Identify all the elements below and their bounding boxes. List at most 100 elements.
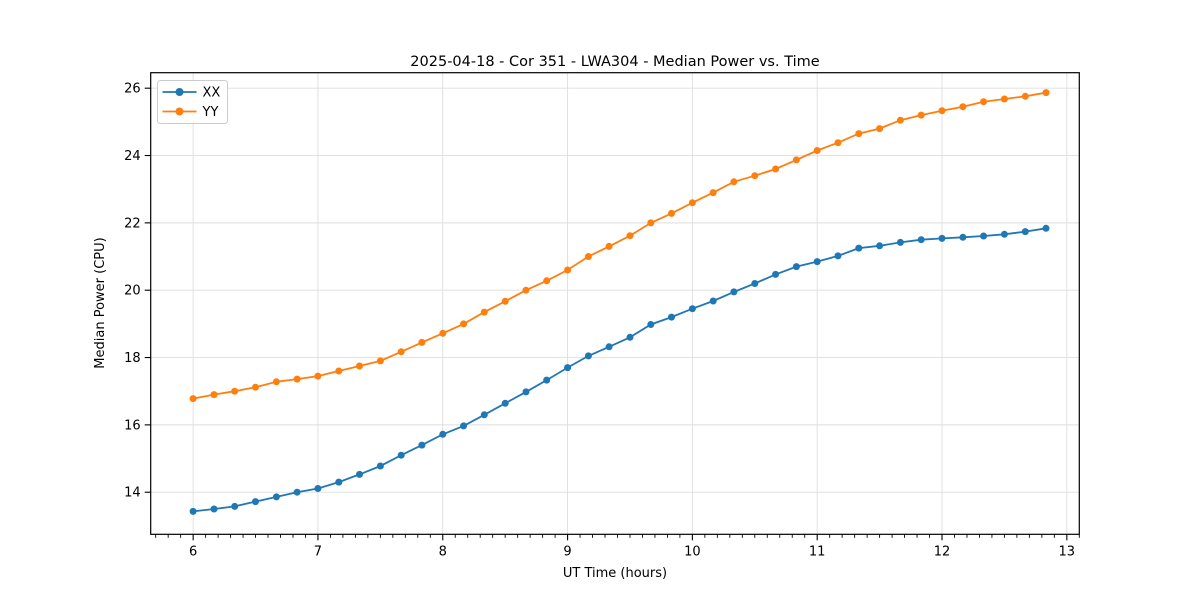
series-line-YY [192,91,1047,400]
data-point-YY [522,286,530,294]
data-point-XX [252,498,259,506]
chart-title: 2025-04-18 - Cor 351 - LWA304 - Median P… [410,54,819,70]
data-point-XX [584,352,592,360]
data-point-YY [605,242,613,250]
x-tick-label: 8 [439,544,447,559]
series-layer [189,89,1050,515]
data-point-XX [813,258,821,266]
data-point-YY [1021,92,1029,100]
data-point-XX [626,333,634,341]
data-point-YY [938,107,946,115]
legend-box: XX YY [157,80,228,124]
data-point-YY [792,156,800,164]
data-point-YY [876,125,884,133]
data-point-YY [376,357,384,365]
data-point-XX [647,321,655,328]
data-point-XX [397,451,405,459]
y-tick-label: 18 [124,351,141,366]
data-point-YY [564,266,572,274]
data-point-XX [1000,230,1008,238]
data-point-XX [938,234,946,242]
data-point-XX [356,470,363,478]
y-tick-label: 26 [124,82,141,97]
y-tick-label: 14 [124,486,141,501]
data-point-YY [709,189,717,197]
data-point-YY [210,391,218,399]
x-tick-label: 13 [1059,544,1076,559]
data-point-XX [605,343,613,351]
x-axis-label: UT Time (hours) [563,566,667,581]
data-point-YY [917,111,925,119]
data-point-XX [439,430,447,438]
data-point-YY [189,395,197,403]
data-point-XX [522,388,530,396]
data-point-XX [480,411,488,419]
data-point-YY [356,362,363,370]
data-point-XX [1042,224,1050,232]
data-point-XX [688,305,696,313]
data-point-YY [584,253,592,260]
y-tick-label: 22 [124,216,141,231]
data-point-XX [959,233,967,241]
data-point-YY [543,277,551,285]
data-point-XX [335,478,343,486]
data-point-YY [647,219,655,227]
axes-layer: 6 7 8 9 10 11 12 13 14 16 18 20 22 24 26 [124,72,1080,559]
data-point-XX [917,236,925,244]
y-tick-label: 16 [124,418,141,433]
x-tick-label: 11 [809,544,826,559]
data-point-XX [501,399,509,407]
data-point-YY [896,116,904,124]
grid-layer [150,72,1080,535]
data-point-YY [980,98,988,106]
y-axis-label: Median Power (CPU) [93,237,108,368]
x-tick-label: 7 [314,544,322,559]
data-point-XX [231,502,239,510]
data-point-YY [959,103,967,111]
data-point-XX [792,263,800,271]
data-point-XX [293,488,301,496]
data-point-YY [335,367,343,375]
data-point-XX [376,462,384,470]
data-point-YY [668,209,675,217]
data-point-XX [668,313,675,321]
data-point-YY [813,147,821,154]
data-point-YY [418,338,426,346]
data-point-YY [1042,89,1050,97]
data-point-XX [772,270,780,278]
data-point-YY [314,372,322,380]
data-point-XX [210,505,218,513]
data-point-XX [314,485,322,492]
data-point-YY [231,387,239,395]
data-point-XX [730,288,738,296]
data-point-YY [480,308,488,316]
data-point-YY [439,329,447,337]
x-tick-label: 9 [563,544,571,559]
data-point-YY [834,139,842,147]
x-tick-label: 10 [684,544,701,559]
data-point-YY [855,130,863,138]
data-point-XX [709,297,717,305]
data-point-XX [980,232,988,240]
data-point-YY [501,297,509,305]
data-point-XX [876,242,884,250]
data-point-YY [751,172,759,180]
data-point-XX [751,280,759,287]
data-point-XX [460,422,468,430]
data-point-YY [772,165,780,173]
data-point-XX [564,364,572,372]
legend-sample-marker [175,88,184,96]
data-point-XX [1021,228,1029,236]
x-tick-label: 12 [934,544,951,559]
data-point-YY [1000,95,1008,103]
x-tick-label: 6 [189,544,197,559]
series-line-XX [192,227,1047,513]
data-point-YY [293,375,301,383]
data-point-YY [626,232,634,240]
data-point-YY [272,378,280,386]
data-point-YY [460,320,468,328]
data-point-YY [397,348,405,356]
legend-sample-marker [175,107,184,116]
